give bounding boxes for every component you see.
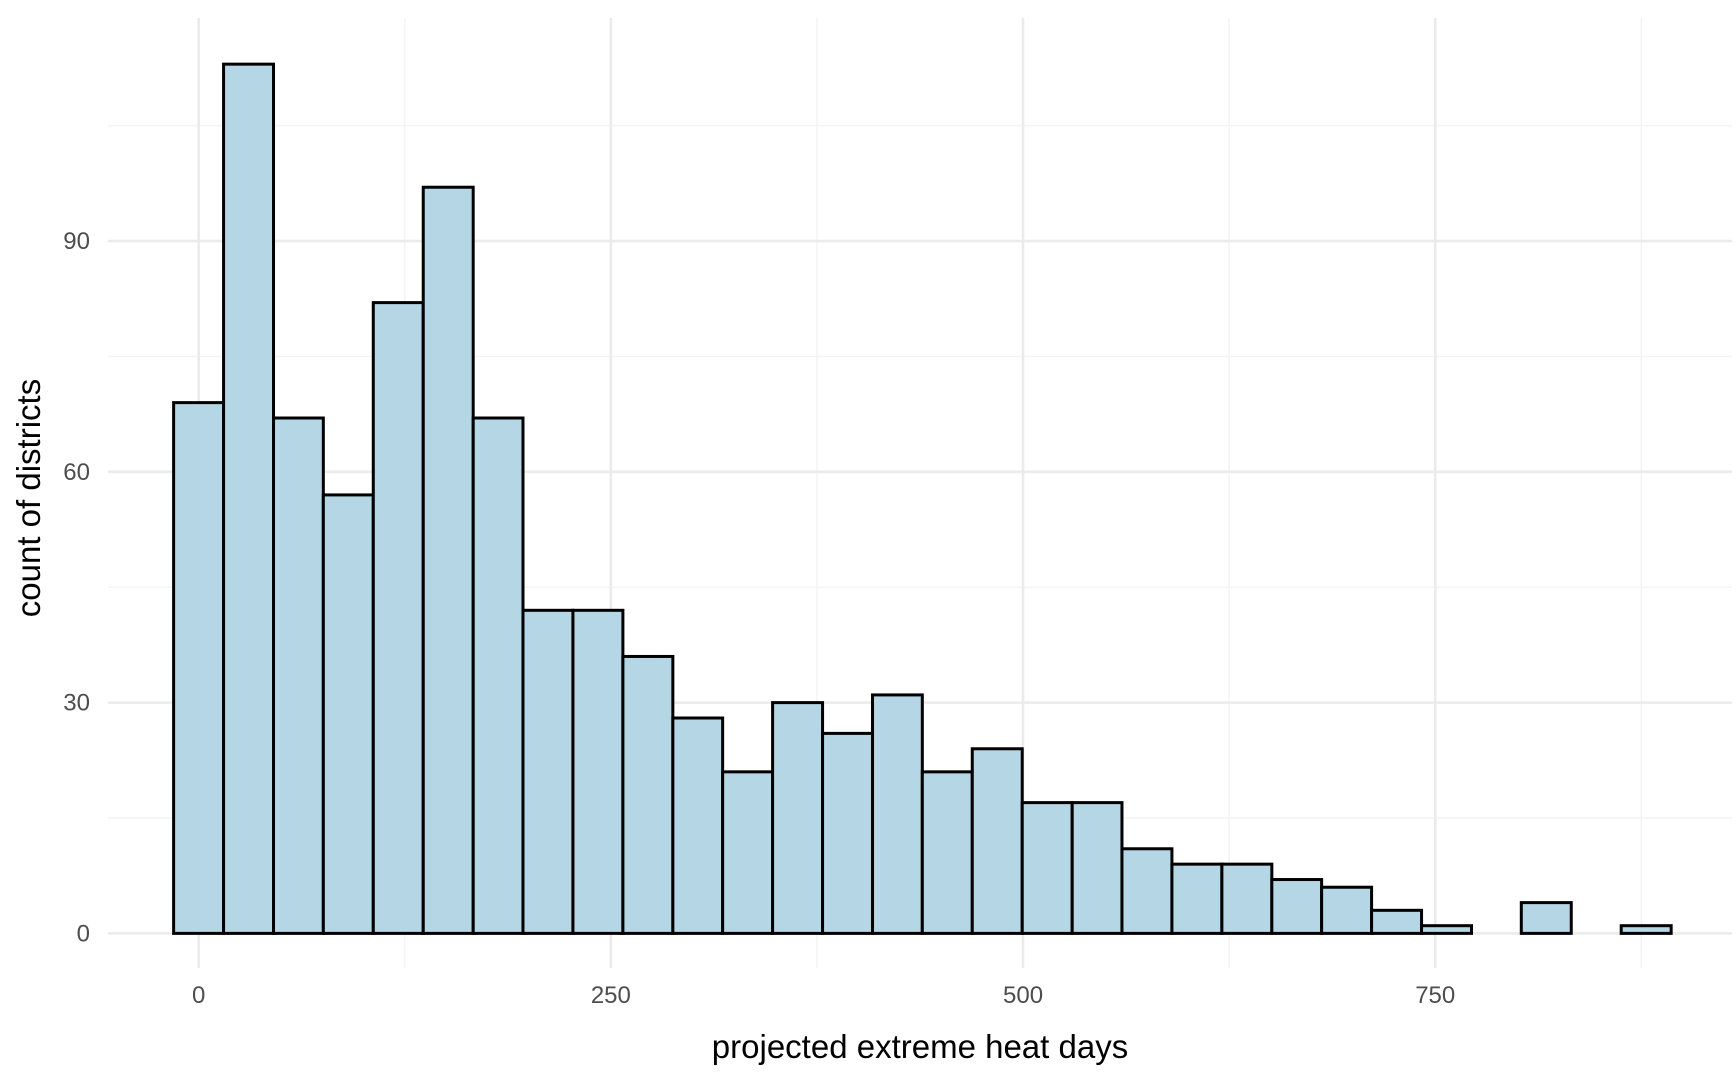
histogram-bar-23 [1320, 885, 1374, 935]
histogram-bar-29 [1619, 924, 1673, 935]
y-axis-title: count of districts [10, 379, 47, 617]
histogram-bar-19 [1120, 847, 1174, 935]
histogram-bars [172, 62, 1673, 935]
y-tick-label-3: 90 [63, 228, 90, 255]
histogram-bar-17 [1020, 801, 1074, 935]
x-axis-tick-labels: 0 250 500 750 [192, 982, 1455, 1009]
histogram-bar-11 [721, 770, 775, 935]
histogram-bar-14 [871, 693, 924, 935]
x-tick-label-1: 250 [591, 982, 631, 1009]
histogram-bar-9 [621, 654, 675, 935]
histogram-bar-20 [1170, 862, 1224, 935]
histogram-bar-3 [321, 493, 375, 935]
histogram-bar-24 [1370, 908, 1424, 935]
x-tick-label-0: 0 [192, 982, 205, 1009]
histogram-bar-1 [222, 62, 276, 935]
y-tick-label-0: 0 [77, 920, 90, 947]
histogram-bar-15 [920, 770, 974, 935]
histogram-bar-7 [521, 608, 575, 935]
histogram-bar-10 [671, 716, 725, 935]
histogram-bar-25 [1420, 924, 1474, 935]
x-tick-label-3: 750 [1415, 982, 1455, 1009]
histogram-bar-21 [1220, 862, 1274, 935]
histogram-bar-4 [371, 301, 425, 935]
histogram-bar-27 [1519, 901, 1573, 935]
histogram-bar-18 [1070, 801, 1124, 935]
y-tick-label-2: 60 [63, 459, 90, 486]
histogram-bar-12 [771, 701, 825, 935]
histogram-bar-22 [1270, 878, 1324, 935]
y-tick-label-1: 30 [63, 690, 90, 717]
y-axis-tick-labels: 0 30 60 90 [63, 228, 90, 947]
histogram-bar-13 [821, 731, 875, 935]
x-tick-label-2: 500 [1003, 982, 1043, 1009]
histogram-bar-2 [272, 416, 325, 935]
histogram-bar-6 [471, 416, 525, 935]
x-axis-title: projected extreme heat days [712, 1028, 1128, 1065]
histogram-bar-8 [571, 608, 625, 935]
histogram-bar-0 [172, 401, 226, 935]
histogram-bar-16 [970, 747, 1024, 935]
histogram-bar-5 [421, 185, 475, 935]
